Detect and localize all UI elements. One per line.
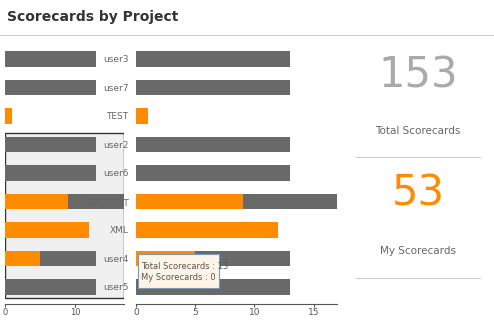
Bar [136, 108, 148, 124]
Bar [5, 222, 89, 238]
Bar [68, 193, 124, 209]
Bar [5, 137, 96, 152]
Bar [5, 165, 96, 181]
Bar [5, 193, 68, 209]
Bar [136, 279, 290, 295]
Bar [136, 193, 243, 209]
Bar [5, 279, 96, 295]
Bar [5, 222, 89, 238]
Bar [136, 79, 290, 95]
Bar [5, 79, 96, 95]
Bar [5, 250, 40, 266]
Bar [5, 165, 96, 181]
Bar [5, 133, 124, 298]
Text: Total Scorecards: Total Scorecards [375, 126, 461, 136]
Bar [5, 137, 96, 152]
Text: 153: 153 [378, 55, 458, 97]
Bar [136, 222, 278, 238]
Bar [136, 250, 195, 266]
Text: 53: 53 [391, 173, 445, 215]
Bar [243, 193, 337, 209]
Bar [68, 193, 124, 209]
FancyBboxPatch shape [138, 254, 219, 288]
Bar [136, 51, 290, 67]
Text: My Scorecards : 0: My Scorecards : 0 [141, 273, 216, 282]
Bar [5, 108, 12, 124]
Bar [136, 165, 290, 181]
Bar [5, 279, 96, 295]
Bar [136, 137, 290, 152]
Bar [40, 250, 96, 266]
Text: Scorecards by Project: Scorecards by Project [7, 10, 179, 24]
Text: My Scorecards: My Scorecards [380, 246, 456, 256]
Bar [5, 51, 96, 67]
Text: Total Scorecards : 13: Total Scorecards : 13 [141, 262, 229, 271]
Bar [195, 250, 290, 266]
Bar [40, 250, 96, 266]
Bar [5, 193, 68, 209]
Bar [5, 250, 40, 266]
